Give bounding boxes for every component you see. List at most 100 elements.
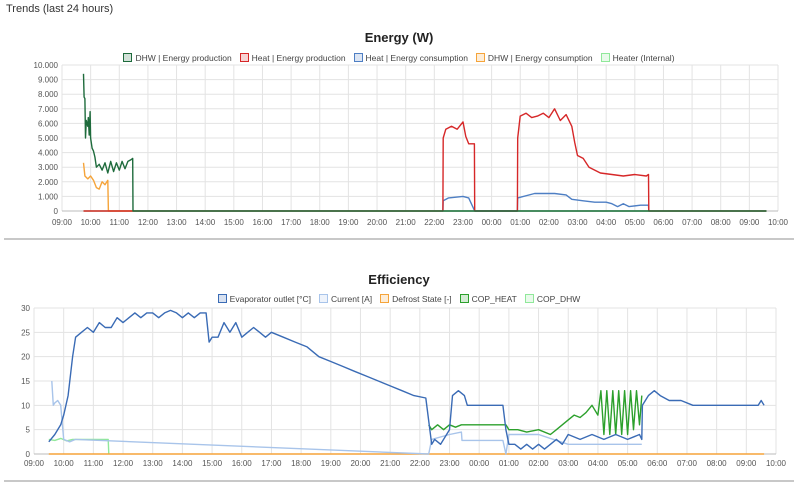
legend-item-cop-heat[interactable]: COP_HEAT bbox=[459, 293, 517, 304]
x-tick-label: 13:00 bbox=[167, 218, 188, 227]
efficiency-chart-card: Efficiency Evaporator outlet [°C] Current… bbox=[4, 260, 794, 482]
x-tick-label: 18:00 bbox=[310, 218, 331, 227]
y-tick-label: 5.000 bbox=[38, 134, 59, 143]
x-tick-label: 21:00 bbox=[380, 459, 401, 468]
x-tick-label: 06:00 bbox=[653, 218, 674, 227]
x-tick-label: 07:00 bbox=[677, 459, 698, 468]
legend-label: Defrost State [-] bbox=[392, 293, 452, 304]
x-tick-label: 12:00 bbox=[138, 218, 159, 227]
y-tick-label: 4.000 bbox=[38, 149, 59, 158]
legend-swatch bbox=[475, 52, 485, 62]
y-tick-label: 5 bbox=[26, 426, 31, 435]
x-tick-label: 00:00 bbox=[469, 459, 490, 468]
x-tick-label: 10:00 bbox=[81, 218, 102, 227]
legend-swatch bbox=[319, 293, 329, 303]
x-tick-label: 19:00 bbox=[321, 459, 342, 468]
x-tick-label: 09:00 bbox=[52, 218, 73, 227]
legend-item-current-a[interactable]: Current [A] bbox=[319, 293, 373, 304]
legend-item-heater-internal[interactable]: Heater (Internal) bbox=[600, 52, 675, 63]
legend-item-evaporator-outlet-c[interactable]: Evaporator outlet [°C] bbox=[217, 293, 312, 304]
y-tick-label: 10 bbox=[21, 401, 30, 410]
x-tick-label: 02:00 bbox=[529, 459, 550, 468]
efficiency-legend: Evaporator outlet [°C] Current [A] Defrost… bbox=[4, 293, 794, 304]
series-line-cop-dhw bbox=[48, 437, 110, 455]
legend-item-dhw-energy-production[interactable]: DHW | Energy production bbox=[123, 52, 232, 63]
y-tick-label: 6.000 bbox=[38, 119, 59, 128]
series-line-dhw-energy-consumption bbox=[82, 162, 133, 212]
series-line-cop-heat bbox=[428, 390, 643, 436]
series-line-heat-energy-production bbox=[83, 108, 767, 212]
x-tick-label: 11:00 bbox=[110, 218, 130, 227]
x-tick-label: 05:00 bbox=[625, 218, 646, 227]
x-tick-label: 06:00 bbox=[647, 459, 668, 468]
legend-swatch bbox=[239, 52, 249, 62]
x-tick-label: 14:00 bbox=[195, 218, 216, 227]
legend-label: DHW | Energy consumption bbox=[487, 52, 593, 63]
x-tick-label: 09:00 bbox=[736, 459, 757, 468]
y-tick-label: 15 bbox=[21, 377, 30, 386]
y-tick-label: 1.000 bbox=[38, 192, 59, 201]
x-tick-label: 08:00 bbox=[711, 218, 732, 227]
y-tick-label: 30 bbox=[21, 304, 30, 313]
x-tick-label: 09:00 bbox=[24, 459, 45, 468]
y-tick-label: 0 bbox=[54, 207, 59, 216]
legend-item-defrost-state[interactable]: Defrost State [-] bbox=[380, 293, 452, 304]
x-tick-label: 19:00 bbox=[338, 218, 359, 227]
legend-label: Heater (Internal) bbox=[612, 52, 675, 63]
x-tick-label: 20:00 bbox=[350, 459, 371, 468]
efficiency-chart-plot: 0 5 10 15 20 25 30 09:00 10:00 11:00 12:00 13:00 14:… bbox=[21, 304, 787, 468]
y-tick-label: 25 bbox=[21, 328, 30, 337]
page-title: Trends (last 24 hours) bbox=[6, 3, 114, 15]
x-tick-label: 13:00 bbox=[143, 459, 164, 468]
x-tick-label: 10:00 bbox=[54, 459, 75, 468]
x-tick-label: 18:00 bbox=[291, 459, 312, 468]
energy-chart-title: Energy (W) bbox=[364, 30, 434, 45]
legend-item-heat-energy-production[interactable]: Heat | Energy production bbox=[239, 52, 346, 63]
x-tick-label: 16:00 bbox=[252, 218, 273, 227]
y-tick-label: 2.000 bbox=[38, 178, 59, 187]
x-tick-label: 16:00 bbox=[232, 459, 253, 468]
y-tick-label: 3.000 bbox=[38, 163, 59, 172]
legend-label: COP_DHW bbox=[536, 293, 581, 304]
x-tick-label: 03:00 bbox=[558, 459, 579, 468]
legend-label: Current [A] bbox=[331, 293, 373, 304]
x-tick-label: 03:00 bbox=[568, 218, 589, 227]
legend-item-dhw-energy-consumption[interactable]: DHW | Energy consumption bbox=[475, 52, 593, 63]
x-tick-label: 01:00 bbox=[510, 218, 531, 227]
x-tick-label: 23:00 bbox=[453, 218, 474, 227]
x-tick-label: 15:00 bbox=[202, 459, 223, 468]
x-tick-label: 08:00 bbox=[707, 459, 728, 468]
legend-swatch bbox=[459, 293, 469, 303]
x-tick-label: 02:00 bbox=[539, 218, 560, 227]
x-tick-label: 17:00 bbox=[261, 459, 282, 468]
legend-item-cop-dhw[interactable]: COP_DHW bbox=[524, 293, 581, 304]
x-tick-label: 17:00 bbox=[281, 218, 302, 227]
x-tick-label: 04:00 bbox=[596, 218, 617, 227]
x-tick-label: 22:00 bbox=[424, 218, 445, 227]
x-tick-label: 15:00 bbox=[224, 218, 245, 227]
legend-swatch bbox=[353, 52, 363, 62]
legend-label: DHW | Energy production bbox=[135, 52, 232, 63]
y-tick-label: 8.000 bbox=[38, 90, 59, 99]
x-tick-label: 10:00 bbox=[766, 459, 787, 468]
legend-swatch bbox=[217, 293, 227, 303]
legend-label: Evaporator outlet [°C] bbox=[229, 293, 312, 304]
x-tick-label: 00:00 bbox=[482, 218, 503, 227]
y-tick-label: 20 bbox=[21, 353, 30, 362]
y-tick-label: 0 bbox=[26, 450, 31, 459]
x-tick-label: 05:00 bbox=[618, 459, 639, 468]
x-tick-label: 11:00 bbox=[84, 459, 104, 468]
legend-swatch bbox=[524, 293, 534, 303]
x-tick-label: 22:00 bbox=[410, 459, 431, 468]
series-line-evaporator-outlet-c bbox=[48, 309, 765, 450]
y-tick-label: 7.000 bbox=[38, 105, 59, 114]
legend-swatch bbox=[123, 52, 133, 62]
energy-chart-card: Energy (W) DHW | Energy production Heat |… bbox=[4, 20, 794, 240]
y-tick-label: 10.000 bbox=[34, 61, 59, 70]
legend-item-heat-energy-consumption[interactable]: Heat | Energy consumption bbox=[353, 52, 468, 63]
x-tick-label: 21:00 bbox=[396, 218, 417, 227]
legend-label: Heat | Energy production bbox=[251, 52, 346, 63]
series-line-dhw-energy-production bbox=[82, 73, 767, 212]
legend-swatch bbox=[380, 293, 390, 303]
x-tick-label: 23:00 bbox=[440, 459, 461, 468]
